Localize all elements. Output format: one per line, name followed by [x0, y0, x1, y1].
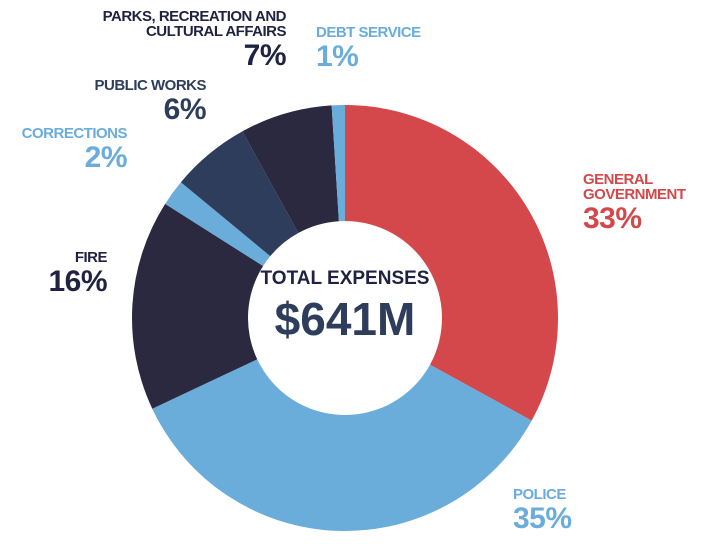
percent-label: 2% [84, 141, 128, 174]
donut-segment [345, 105, 559, 421]
donut-segment [331, 105, 345, 222]
percent-label: 6% [163, 93, 207, 126]
donut-segment [180, 131, 299, 257]
donut-segment [152, 359, 532, 531]
percent-label: 7% [243, 39, 287, 72]
category-name: DEBT SERVICE [316, 24, 421, 41]
percent-label: 33% [583, 202, 642, 235]
segment-label: DEBT SERVICE 1% [316, 25, 421, 72]
category-name: POLICE [513, 486, 566, 503]
center-title: TOTAL EXPENSES [260, 268, 430, 289]
percent-label: 35% [513, 502, 572, 535]
segment-label: FIRE 16% [48, 250, 107, 297]
segment-label: POLICE 35% [513, 487, 572, 534]
percent-label: 16% [48, 265, 107, 298]
segment-label: PARKS, RECREATION AND CULTURAL AFFAIRS 7% [86, 8, 287, 72]
donut-segment [132, 203, 264, 409]
category-name: GENERAL GOVERNMENT [583, 171, 686, 203]
segment-label: PUBLIC WORKS 6% [95, 78, 207, 125]
category-name: CORRECTIONS [21, 125, 128, 142]
segment-label: CORRECTIONS 2% [21, 125, 128, 174]
category-name: PUBLIC WORKS [94, 77, 207, 94]
donut-segment [242, 105, 339, 233]
percent-label: 1% [316, 40, 359, 73]
segment-label: GENERAL GOVERNMENT 33% [583, 172, 702, 234]
donut-segment [165, 182, 271, 267]
donut-hole [249, 222, 441, 414]
center-total: $641M [274, 293, 416, 345]
category-name: FIRE [74, 249, 108, 266]
category-name: PARKS, RECREATION AND CULTURAL AFFAIRS [102, 8, 287, 40]
